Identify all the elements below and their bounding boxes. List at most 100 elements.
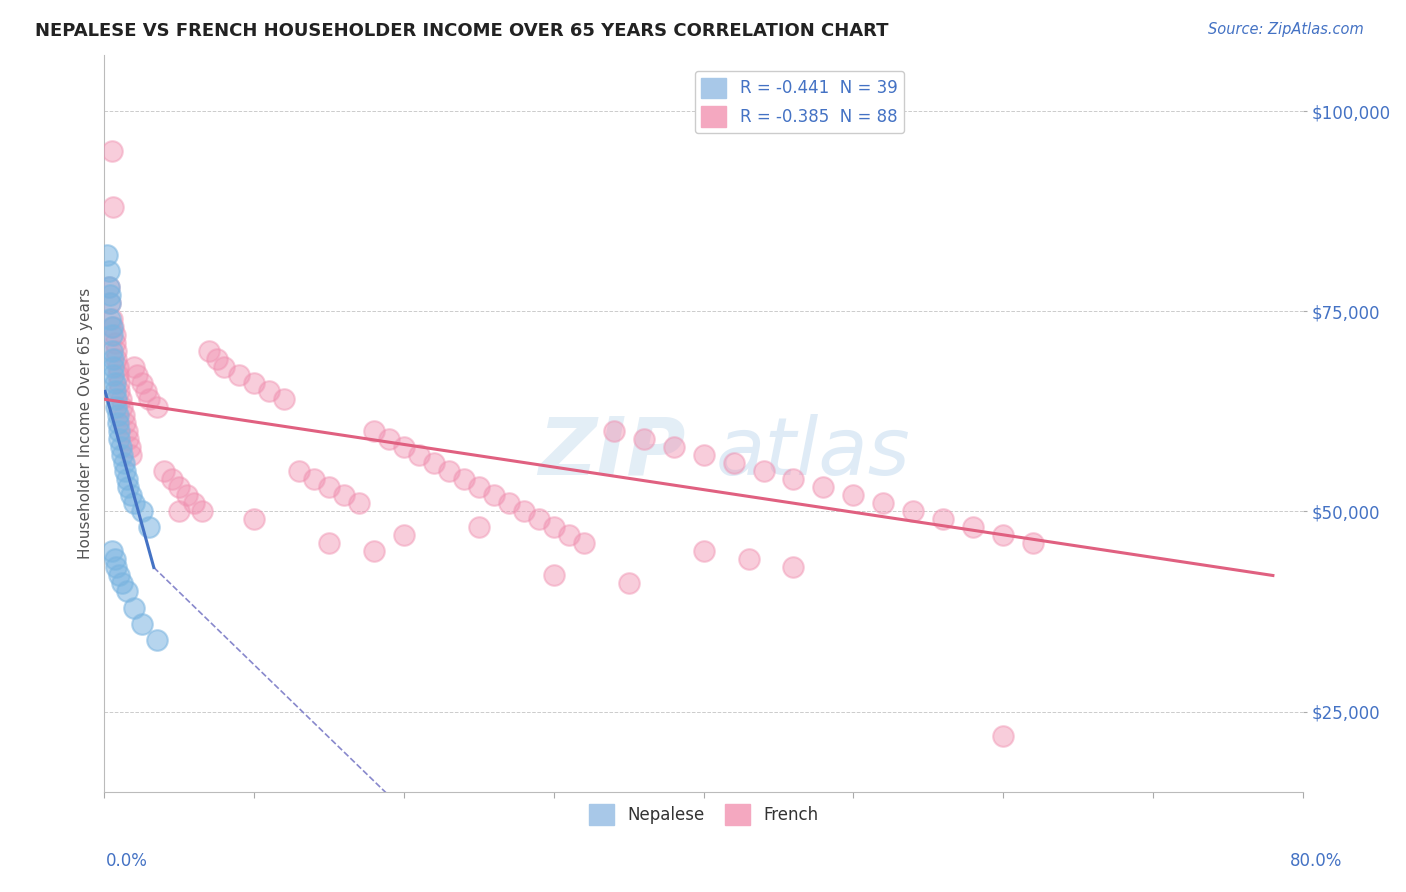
Point	[273, 392, 295, 407]
Point	[103, 352, 125, 367]
Point	[108, 384, 131, 399]
Point	[378, 433, 401, 447]
Point	[190, 504, 212, 518]
Point	[633, 433, 655, 447]
Point	[100, 296, 122, 310]
Point	[932, 512, 955, 526]
Text: NEPALESE VS FRENCH HOUSEHOLDER INCOME OVER 65 YEARS CORRELATION CHART: NEPALESE VS FRENCH HOUSEHOLDER INCOME OV…	[35, 22, 889, 40]
Point	[169, 480, 191, 494]
Point	[124, 600, 146, 615]
Point	[104, 336, 127, 351]
Point	[183, 496, 205, 510]
Point	[1022, 536, 1045, 550]
Y-axis label: Householder Income Over 65 years: Householder Income Over 65 years	[79, 288, 93, 559]
Point	[662, 441, 685, 455]
Point	[97, 280, 120, 294]
Point	[100, 288, 122, 302]
Point	[363, 544, 385, 558]
Point	[111, 576, 134, 591]
Point	[108, 425, 131, 439]
Point	[333, 488, 356, 502]
Point	[468, 480, 491, 494]
Point	[117, 433, 139, 447]
Point	[423, 457, 446, 471]
Point	[135, 384, 157, 399]
Point	[153, 464, 176, 478]
Point	[96, 248, 118, 262]
Point	[468, 520, 491, 534]
Point	[131, 376, 153, 391]
Point	[737, 552, 759, 566]
Point	[101, 328, 124, 343]
Point	[103, 368, 125, 383]
Point	[105, 352, 128, 367]
Point	[115, 425, 138, 439]
Point	[257, 384, 280, 399]
Point	[111, 401, 134, 415]
Point	[160, 472, 183, 486]
Point	[104, 328, 127, 343]
Point	[124, 360, 146, 375]
Point	[482, 488, 505, 502]
Point	[101, 312, 124, 326]
Point	[104, 552, 127, 566]
Point	[318, 480, 340, 494]
Point	[112, 409, 135, 423]
Point	[138, 520, 160, 534]
Point	[105, 392, 128, 407]
Point	[243, 512, 266, 526]
Point	[513, 504, 536, 518]
Text: 0.0%: 0.0%	[105, 852, 148, 870]
Point	[103, 200, 125, 214]
Point	[120, 449, 142, 463]
Point	[205, 352, 228, 367]
Point	[108, 433, 131, 447]
Point	[212, 360, 235, 375]
Point	[108, 376, 131, 391]
Point	[498, 496, 520, 510]
Point	[146, 401, 169, 415]
Point	[692, 544, 714, 558]
Point	[993, 528, 1015, 542]
Point	[872, 496, 894, 510]
Point	[124, 496, 146, 510]
Point	[120, 488, 142, 502]
Point	[110, 441, 132, 455]
Point	[543, 568, 565, 582]
Point	[527, 512, 550, 526]
Point	[813, 480, 835, 494]
Point	[112, 457, 135, 471]
Point	[453, 472, 475, 486]
Point	[101, 320, 124, 334]
Point	[723, 457, 745, 471]
Point	[146, 632, 169, 647]
Point	[115, 472, 138, 486]
Point	[392, 528, 415, 542]
Point	[198, 344, 221, 359]
Point	[842, 488, 865, 502]
Point	[603, 425, 626, 439]
Point	[302, 472, 325, 486]
Point	[437, 464, 460, 478]
Point	[103, 320, 125, 334]
Point	[97, 280, 120, 294]
Point	[131, 504, 153, 518]
Point	[100, 296, 122, 310]
Point	[101, 344, 124, 359]
Point	[903, 504, 925, 518]
Point	[131, 616, 153, 631]
Point	[115, 584, 138, 599]
Point	[228, 368, 250, 383]
Point	[363, 425, 385, 439]
Point	[169, 504, 191, 518]
Point	[97, 264, 120, 278]
Point	[572, 536, 595, 550]
Point	[318, 536, 340, 550]
Point	[117, 480, 139, 494]
Point	[114, 464, 136, 478]
Point	[108, 568, 131, 582]
Point	[101, 544, 124, 558]
Text: ZIP: ZIP	[538, 414, 686, 491]
Point	[118, 441, 141, 455]
Point	[617, 576, 640, 591]
